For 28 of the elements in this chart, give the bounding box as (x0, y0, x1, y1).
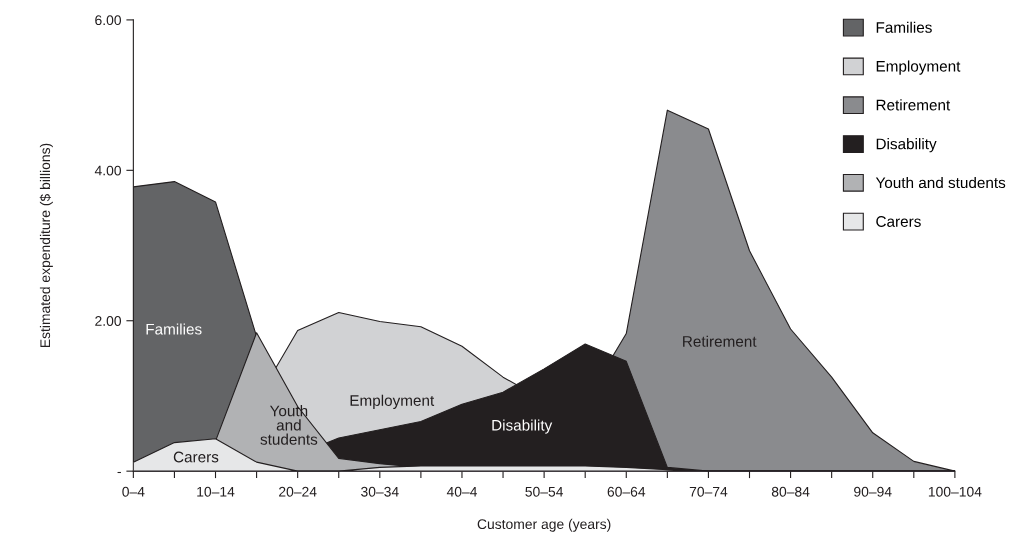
y-tick-label: - (117, 471, 121, 474)
x-tick-label: 60–64 (607, 486, 646, 497)
y-axis-title: Estimated expenditure ($ billions) (39, 143, 53, 348)
x-tick-label: 20–24 (279, 486, 317, 497)
legend-label: Youth and students (875, 176, 1006, 189)
x-axis-title: Customer age (years) (477, 518, 611, 532)
legend-label: Families (876, 21, 932, 33)
legend-label: Disability (876, 138, 937, 153)
legend-label: Employment (876, 60, 961, 75)
annotation: Retirement (683, 335, 757, 347)
x-tick-label: 80–84 (771, 486, 810, 497)
annotation: Disability (492, 419, 553, 434)
legend-label: Carers (876, 216, 921, 227)
y-tick-label: 2.00 (95, 316, 122, 326)
legend-label: Retirement (876, 99, 951, 111)
x-tick-label: 30–34 (361, 486, 399, 497)
x-tick-label: 0–4 (122, 486, 145, 497)
x-tick-label: 90–94 (854, 486, 892, 497)
x-tick-label: 40–4 (446, 486, 478, 497)
y-tick-label: 4.00 (94, 165, 122, 176)
annotation: Employment (350, 394, 435, 409)
x-tick-label: 100–104 (928, 486, 982, 497)
x-tick-label: 10–14 (197, 486, 235, 497)
x-tick-label: 70–74 (689, 486, 728, 497)
x-tick-label: 50–54 (525, 486, 564, 497)
annotation: Carers (173, 451, 219, 463)
y-tick-label: 6.00 (95, 15, 122, 26)
annotation: Families (146, 323, 202, 335)
